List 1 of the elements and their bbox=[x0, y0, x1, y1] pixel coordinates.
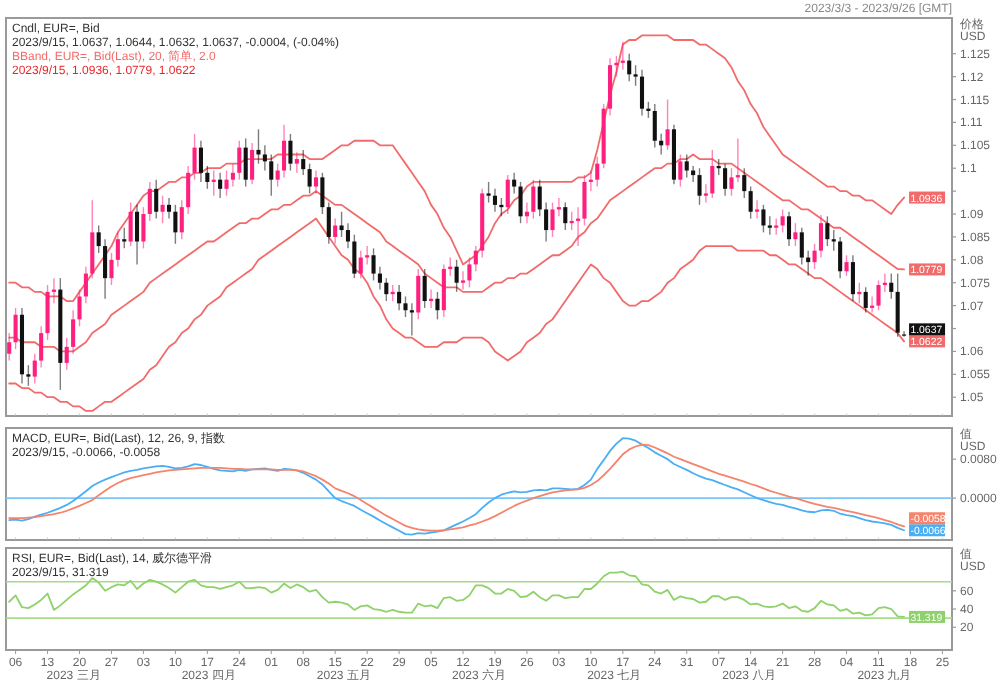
line-series bbox=[8, 570, 905, 618]
